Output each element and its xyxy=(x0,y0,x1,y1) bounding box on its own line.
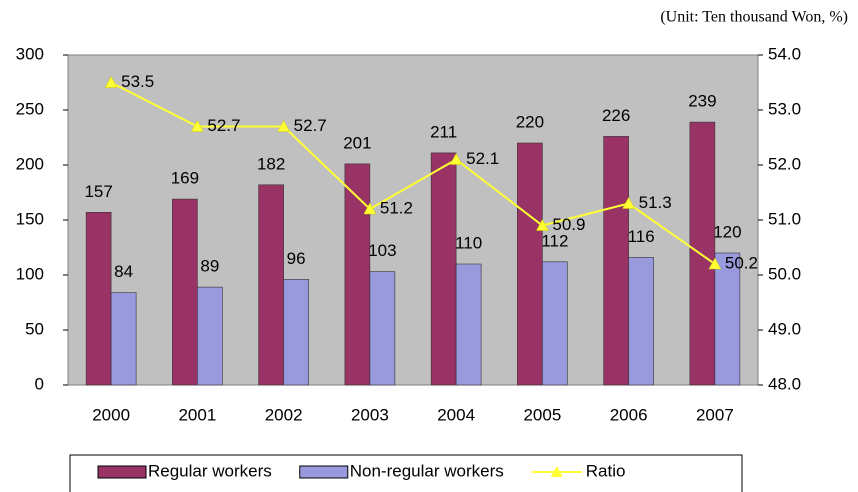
data-label: 103 xyxy=(368,241,396,260)
plot-area xyxy=(67,54,759,386)
ratio-marker xyxy=(708,257,722,270)
data-label: 239 xyxy=(688,92,716,111)
data-label: 110 xyxy=(455,233,482,252)
y-tick-label: 0 xyxy=(35,374,44,393)
ratio-marker xyxy=(277,119,291,132)
data-label: 201 xyxy=(343,133,371,152)
data-label: 112 xyxy=(541,231,568,250)
x-tick-label: 2005 xyxy=(523,405,561,424)
y-tick-label: 150 xyxy=(16,209,44,228)
data-label: 96 xyxy=(287,249,306,268)
data-label: 211 xyxy=(430,122,457,141)
y-tick-label: 200 xyxy=(16,154,44,173)
x-tick-label: 2001 xyxy=(178,405,216,424)
bar xyxy=(714,252,741,386)
legend-swatch xyxy=(299,465,349,479)
x-tick-label: 2003 xyxy=(351,405,389,424)
data-label: 53.5 xyxy=(121,72,154,91)
legend-box xyxy=(69,454,743,492)
bar xyxy=(628,257,654,386)
data-label: 52.7 xyxy=(294,116,327,135)
data-label: 52.1 xyxy=(466,149,499,168)
data-label: 51.3 xyxy=(639,193,672,212)
bar xyxy=(517,142,543,386)
data-label: 116 xyxy=(628,227,655,246)
x-tick-label: 2006 xyxy=(610,405,648,424)
bar xyxy=(603,136,629,386)
unit-note: (Unit: Ten thousand Won, %) xyxy=(660,9,848,26)
y-tick-label: 100 xyxy=(16,264,44,283)
bar xyxy=(85,212,112,386)
legend-label: Ratio xyxy=(586,461,626,480)
ratio-marker xyxy=(363,202,377,215)
bar xyxy=(369,271,396,386)
data-label: 226 xyxy=(602,106,630,125)
y2-tick-label: 52.0 xyxy=(768,154,801,173)
bar xyxy=(258,184,284,386)
bar xyxy=(689,121,716,386)
x-tick-label: 2004 xyxy=(437,405,475,424)
bar xyxy=(455,263,482,386)
ratio-marker xyxy=(190,119,204,132)
legend-label: Non-regular workers xyxy=(350,461,504,480)
data-label: 84 xyxy=(114,262,133,281)
y2-tick-label: 48.0 xyxy=(768,374,801,393)
bar xyxy=(110,292,137,386)
ratio-marker xyxy=(622,196,636,209)
data-label: 51.2 xyxy=(380,198,413,217)
legend-marker xyxy=(550,466,563,477)
x-tick-label: 2000 xyxy=(92,405,130,424)
bar xyxy=(430,152,457,386)
ratio-line xyxy=(110,81,716,265)
bar xyxy=(197,286,223,386)
y2-tick-label: 50.0 xyxy=(768,264,801,283)
legend-label: Regular workers xyxy=(148,461,272,480)
data-label: 89 xyxy=(200,257,219,276)
data-label: 50.9 xyxy=(552,215,585,234)
y2-tick-label: 51.0 xyxy=(768,209,801,228)
y-tick-label: 50 xyxy=(25,319,44,338)
bar xyxy=(344,163,371,386)
data-label: 182 xyxy=(257,154,285,173)
y-tick-label: 250 xyxy=(16,99,44,118)
bar xyxy=(283,279,309,386)
bar xyxy=(542,261,568,386)
y-tick-label: 300 xyxy=(16,44,44,63)
bar xyxy=(172,198,198,386)
data-label: 52.7 xyxy=(207,116,240,135)
x-tick-label: 2007 xyxy=(696,405,734,424)
y2-tick-label: 53.0 xyxy=(768,99,801,118)
y2-tick-label: 54.0 xyxy=(768,44,801,63)
ratio-marker xyxy=(535,218,549,231)
y2-tick-label: 49.0 xyxy=(768,319,801,338)
data-label: 220 xyxy=(516,112,544,131)
data-label: 120 xyxy=(713,222,741,241)
legend-swatch xyxy=(97,465,147,479)
ratio-marker xyxy=(449,152,463,165)
x-tick-label: 2002 xyxy=(265,405,303,424)
data-label: 157 xyxy=(84,182,112,201)
data-label: 169 xyxy=(171,169,199,188)
data-label: 50.2 xyxy=(725,253,758,272)
ratio-marker xyxy=(104,75,118,88)
